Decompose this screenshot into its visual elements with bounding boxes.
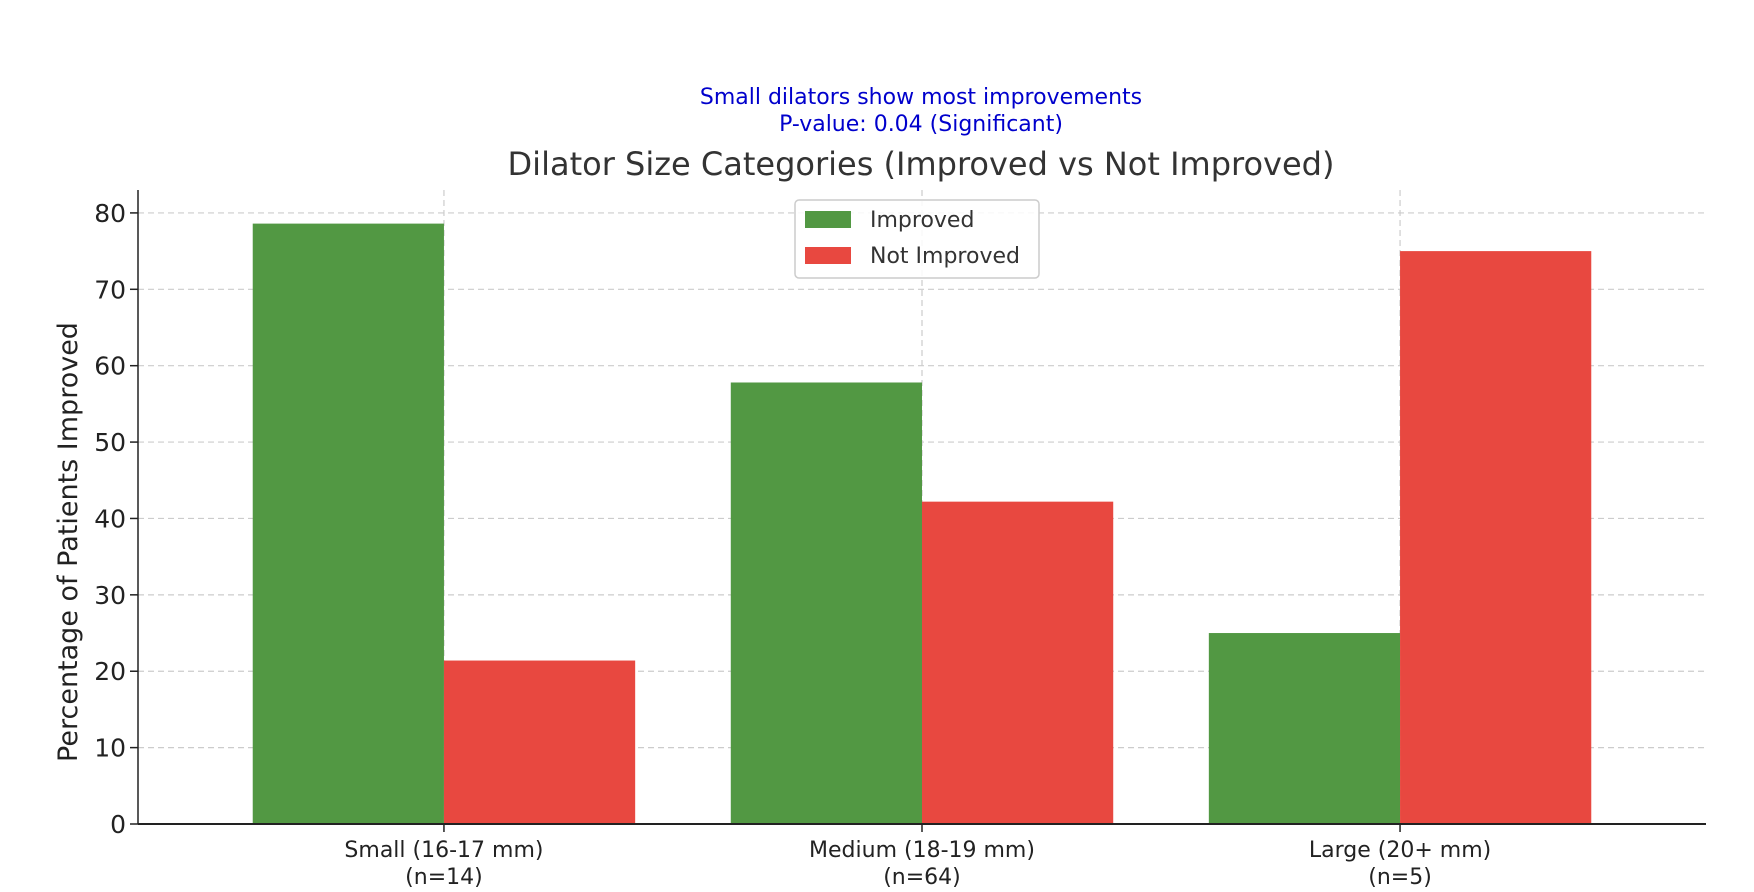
bar-improved-2 xyxy=(1208,633,1401,824)
y-tick-label: 10 xyxy=(94,734,126,763)
annotation-line-2: P-value: 0.04 (Significant) xyxy=(779,112,1063,137)
x-tick-label: Medium (18-19 mm) xyxy=(809,838,1035,863)
y-tick-label: 30 xyxy=(94,581,126,610)
legend-swatch-0 xyxy=(805,211,851,228)
y-axis-label: Percentage of Patients Improved xyxy=(53,322,84,762)
y-tick-label: 20 xyxy=(94,657,126,686)
legend-label-1: Not Improved xyxy=(870,244,1020,269)
legend-swatch-1 xyxy=(805,247,851,264)
x-tick-sublabel: (n=14) xyxy=(405,865,483,890)
y-tick-label: 80 xyxy=(94,199,126,228)
bar-improved-0 xyxy=(252,223,444,825)
bar-not-improved-2 xyxy=(1400,251,1592,825)
bars xyxy=(252,223,1592,825)
legend-box xyxy=(794,199,1040,279)
bar-improved-1 xyxy=(730,382,922,824)
y-tick-label: 0 xyxy=(110,810,126,839)
bar-not-improved-0 xyxy=(443,660,636,824)
x-tick-sublabel: (n=64) xyxy=(883,865,961,890)
bar-not-improved-1 xyxy=(922,501,1114,824)
x-tick-sublabel: (n=5) xyxy=(1368,865,1432,890)
y-tick-label: 70 xyxy=(94,275,126,304)
y-axis-ticks: 0 10 20 30 40 50 60 70 80 xyxy=(94,199,138,839)
y-tick-label: 60 xyxy=(94,352,126,381)
y-tick-label: 40 xyxy=(94,504,126,533)
chart-title: Dilator Size Categories (Improved vs Not… xyxy=(508,145,1335,183)
annotation-line-1: Small dilators show most improvements xyxy=(700,85,1142,110)
legend: Improved Not Improved xyxy=(794,199,1040,279)
x-tick-label: Small (16-17 mm) xyxy=(344,838,543,863)
x-axis-ticks: Small (16-17 mm)(n=14)Medium (18-19 mm)(… xyxy=(344,824,1491,890)
x-tick-label: Large (20+ mm) xyxy=(1309,838,1491,863)
legend-label-0: Improved xyxy=(870,208,974,233)
y-tick-label: 50 xyxy=(94,428,126,457)
